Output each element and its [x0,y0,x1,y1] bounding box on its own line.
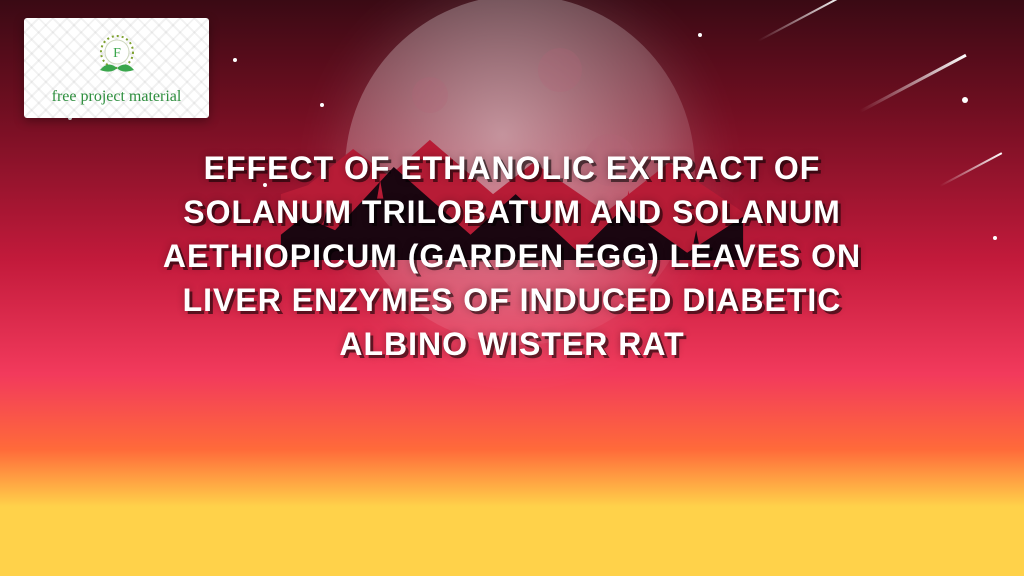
infographic-scene: F free project material EFFECT OF ETHANO… [0,0,1024,576]
logo-card: F free project material [24,18,209,118]
logo-bulb-icon: F [90,30,144,84]
logo-letter: F [113,46,121,61]
leaf-right-icon [117,64,134,71]
page-title: EFFECT OF ETHANOLIC EXTRACT OF SOLANUM T… [142,146,882,366]
logo-text: free project material [52,88,182,106]
leaf-left-icon [100,64,117,71]
